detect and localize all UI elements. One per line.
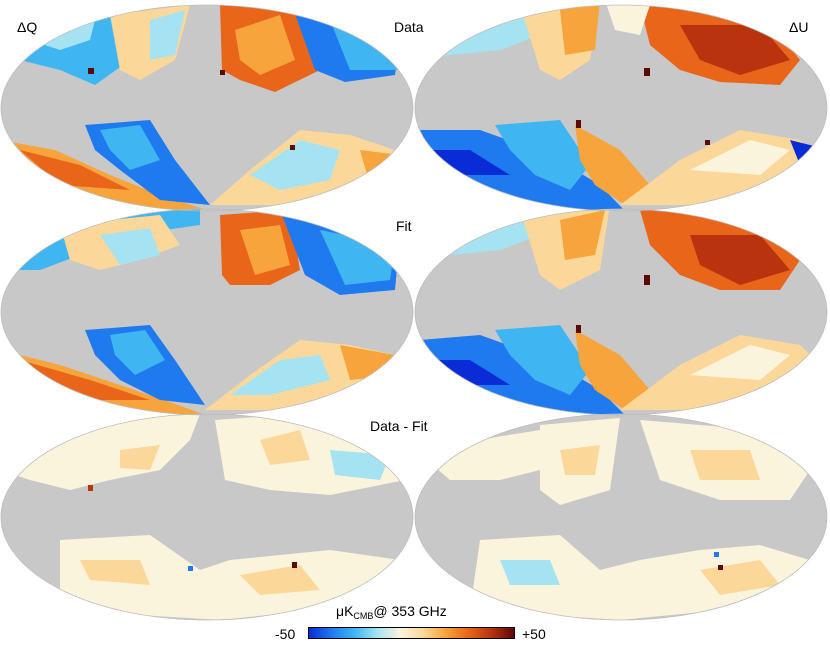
map-data-dq (1, 5, 413, 211)
map-fit-du (415, 209, 827, 415)
colorbar-unit-rest: @ 353 GHz (373, 603, 447, 619)
map-residual-dq (1, 414, 413, 620)
column-label-du: ΔU (789, 19, 809, 35)
colorbar-title: μKCMB@ 353 GHz (336, 603, 447, 621)
map-data-du (415, 5, 827, 211)
colorbar-unit-main: μK (336, 603, 354, 619)
map-fit-dq (1, 209, 413, 415)
row-label-data: Data (394, 19, 424, 35)
row-label-fit: Fit (396, 218, 412, 234)
colorbar (308, 627, 515, 639)
column-label-dq: ΔQ (17, 19, 38, 35)
map-outlines (0, 4, 828, 621)
map-residual-du (415, 414, 827, 620)
colorbar-min-label: -50 (275, 626, 296, 642)
colorbar-max-label: +50 (522, 626, 546, 642)
colorbar-unit-sub: CMB (353, 611, 374, 621)
row-label-residual: Data - Fit (370, 418, 428, 434)
